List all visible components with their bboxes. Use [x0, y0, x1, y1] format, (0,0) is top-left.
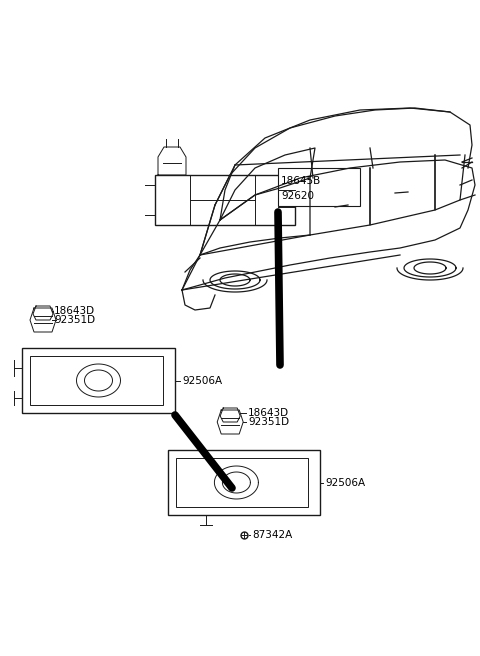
Text: 18643D: 18643D [248, 408, 289, 418]
Bar [278, 168, 360, 206]
Text: 92506A: 92506A [182, 375, 222, 386]
Bar [22, 348, 175, 413]
Text: 18645B: 18645B [281, 176, 321, 186]
Bar [30, 356, 163, 405]
Text: 92620: 92620 [281, 191, 314, 201]
Text: 92351D: 92351D [248, 417, 289, 427]
Text: 92351D: 92351D [54, 315, 95, 325]
Bar [155, 175, 295, 225]
Text: 18643D: 18643D [54, 306, 95, 316]
Bar [176, 458, 308, 507]
Text: 92506A: 92506A [325, 478, 365, 487]
Text: 87342A: 87342A [252, 530, 292, 540]
Bar [168, 450, 320, 515]
